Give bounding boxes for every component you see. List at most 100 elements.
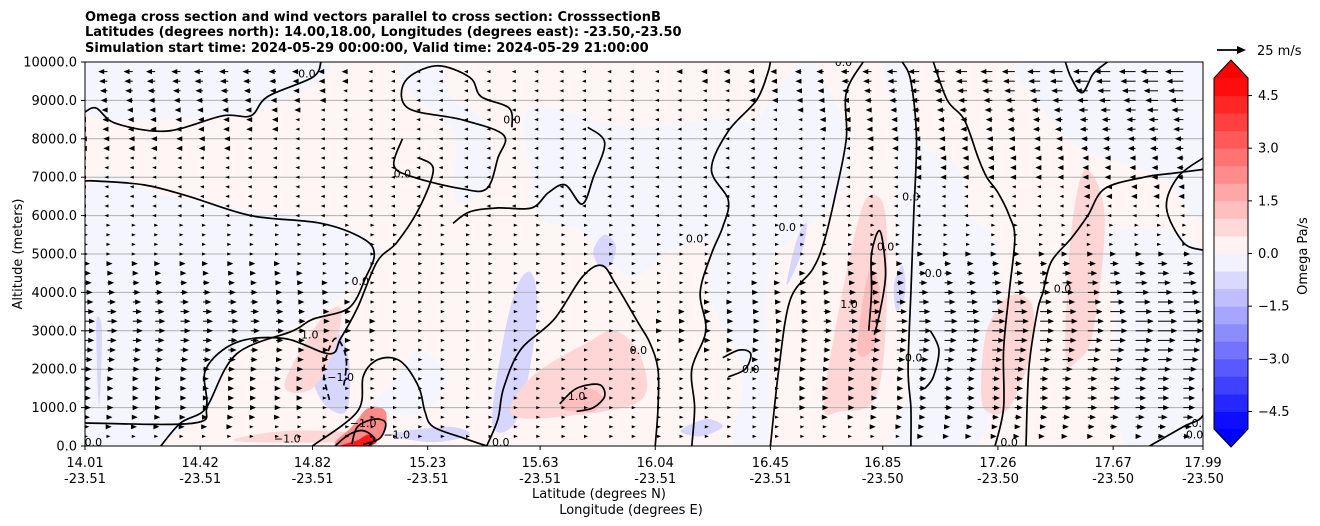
wind-vector-head	[202, 376, 209, 382]
wind-vector	[915, 155, 922, 161]
wind-vector	[679, 252, 684, 256]
wind-vector	[106, 233, 111, 237]
wind-vector	[561, 338, 566, 342]
wind-vector-head	[199, 185, 204, 189]
wind-vector-head	[609, 338, 614, 342]
wind-vector	[870, 414, 877, 420]
wind-vector	[107, 289, 116, 295]
wind-vector-head	[320, 175, 325, 179]
wind-vector	[816, 69, 824, 75]
wind-vector-head	[1092, 280, 1099, 286]
wind-vector	[992, 366, 1002, 372]
wind-vector	[775, 415, 780, 419]
wind-vector	[274, 376, 281, 382]
wind-vector	[941, 185, 946, 189]
wind-vector	[513, 329, 518, 333]
wind-vector-head	[989, 194, 994, 198]
wind-vector-head	[820, 156, 825, 160]
x-tick-label-lat: 15.63	[521, 456, 558, 471]
wind-vector	[104, 214, 109, 218]
wind-vector-head	[609, 223, 614, 227]
wind-vector-head	[488, 290, 493, 294]
wind-vector-head	[486, 98, 491, 102]
wind-vector-head	[368, 146, 373, 150]
wind-vector-head	[822, 376, 829, 382]
wind-vector-head	[750, 118, 755, 122]
wind-vector	[871, 309, 881, 315]
wind-vector-head	[704, 396, 709, 400]
wind-vector	[967, 357, 977, 363]
wind-vector-head	[800, 280, 807, 286]
wind-vector	[1128, 136, 1136, 142]
wind-vector	[202, 376, 209, 382]
wind-vector-head	[1129, 174, 1136, 180]
wind-vector-head	[513, 252, 518, 256]
wind-vector	[896, 405, 904, 411]
wind-vector	[225, 214, 230, 218]
wind-vector	[513, 348, 518, 352]
wind-vector	[250, 405, 257, 411]
wind-vector	[607, 214, 612, 218]
wind-vector-head	[866, 117, 873, 123]
wind-vector-head	[297, 366, 304, 372]
wind-vector	[631, 233, 636, 237]
wind-vector-head	[819, 126, 826, 132]
wind-vector-head	[107, 395, 114, 401]
wind-vector-head	[89, 318, 96, 324]
wind-vector-head	[702, 89, 707, 93]
wind-vector	[723, 69, 730, 75]
wind-vector-head	[752, 425, 757, 429]
wind-vector-head	[1061, 223, 1066, 227]
wind-vector	[944, 347, 956, 353]
wind-vector	[132, 337, 142, 343]
wind-vector	[584, 406, 589, 410]
colorbar-tick-label: 4.5	[1258, 89, 1279, 104]
wind-vector	[343, 185, 348, 189]
wind-vector	[727, 281, 732, 285]
wind-vector	[85, 145, 87, 151]
wind-vector-head	[106, 242, 111, 246]
wind-vector	[390, 175, 395, 179]
wind-vector	[1014, 261, 1022, 267]
wind-vector	[561, 348, 566, 352]
wind-vector-head	[155, 366, 162, 372]
wind-vector	[609, 223, 614, 227]
wind-vector	[629, 137, 634, 141]
wind-vector-head	[582, 166, 587, 170]
omega-region	[492, 271, 538, 433]
wind-vector-head	[345, 281, 350, 285]
wind-vector	[704, 309, 711, 315]
wind-vector-head	[847, 261, 854, 267]
wind-vector-head	[273, 166, 278, 170]
wind-vector	[840, 69, 850, 75]
wind-vector	[440, 358, 445, 362]
wind-vector-head	[798, 127, 803, 131]
wind-vector	[1110, 414, 1119, 420]
wind-vector-head	[951, 328, 958, 334]
wind-vector	[250, 337, 260, 343]
wind-vector-head	[971, 299, 978, 305]
wind-vector-head	[825, 309, 832, 315]
wind-vector-head	[727, 377, 732, 381]
wind-vector	[1014, 414, 1022, 420]
wind-vector-head	[128, 145, 135, 151]
wind-vector	[486, 89, 491, 93]
wind-vector-head	[275, 223, 280, 227]
wind-vector-head	[657, 300, 662, 304]
wind-vector-head	[204, 357, 211, 363]
wind-vector-head	[582, 146, 587, 150]
wind-vector	[1143, 88, 1159, 94]
wind-vector	[390, 89, 395, 93]
wind-vector	[1087, 270, 1098, 276]
wind-vector-head	[629, 185, 634, 189]
wind-vector	[986, 136, 993, 142]
wind-vector	[750, 156, 755, 160]
wind-vector	[466, 223, 471, 227]
contour-line	[311, 356, 487, 446]
wind-vector-head	[150, 126, 157, 132]
wind-vector	[466, 348, 471, 352]
wind-vector	[132, 405, 139, 411]
wind-vector-head	[194, 78, 201, 84]
wind-vector	[1087, 328, 1104, 334]
wind-vector	[418, 223, 423, 227]
